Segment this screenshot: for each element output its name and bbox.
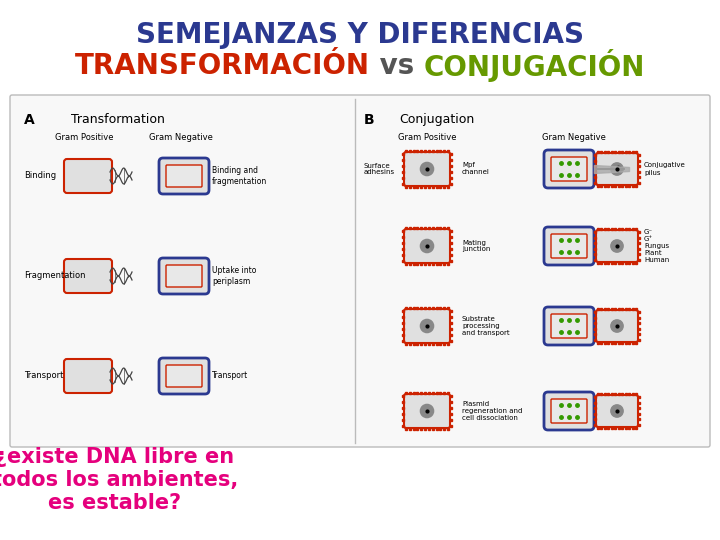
Text: Conjugative
pilus: Conjugative pilus	[644, 163, 685, 176]
FancyBboxPatch shape	[166, 265, 202, 287]
Text: Transport: Transport	[24, 372, 63, 381]
FancyBboxPatch shape	[166, 365, 202, 387]
Text: Gram Positive: Gram Positive	[397, 133, 456, 142]
Text: Binding: Binding	[24, 172, 56, 180]
Circle shape	[420, 163, 433, 176]
Text: Transport: Transport	[212, 372, 248, 381]
FancyBboxPatch shape	[596, 395, 638, 427]
FancyBboxPatch shape	[551, 399, 587, 423]
Text: Uptake into
periplasm: Uptake into periplasm	[212, 266, 256, 286]
Text: TRANSFORMACIÓN: TRANSFORMACIÓN	[75, 52, 370, 80]
FancyBboxPatch shape	[404, 309, 450, 343]
FancyBboxPatch shape	[551, 314, 587, 338]
Text: Surface
adhesins: Surface adhesins	[364, 163, 395, 176]
Circle shape	[611, 405, 623, 417]
Text: Mating
junction: Mating junction	[462, 240, 490, 253]
Circle shape	[420, 239, 433, 253]
Text: G⁻
G⁺
Fungus
Plant
Human: G⁻ G⁺ Fungus Plant Human	[644, 229, 670, 263]
Text: Substrate
processing
and transport: Substrate processing and transport	[462, 316, 510, 336]
Text: Plasmid
regeneration and
cell dissociation: Plasmid regeneration and cell dissociati…	[462, 401, 523, 421]
FancyBboxPatch shape	[596, 230, 638, 262]
Circle shape	[611, 240, 623, 252]
Text: Conjugation: Conjugation	[399, 113, 474, 126]
FancyBboxPatch shape	[166, 165, 202, 187]
FancyBboxPatch shape	[159, 158, 209, 194]
FancyBboxPatch shape	[159, 358, 209, 394]
Circle shape	[611, 163, 623, 175]
FancyBboxPatch shape	[544, 150, 594, 188]
Text: Fragmentation: Fragmentation	[24, 272, 86, 280]
Text: Gram Positive: Gram Positive	[55, 133, 113, 142]
FancyBboxPatch shape	[10, 95, 710, 447]
Text: Binding and
fragmentation: Binding and fragmentation	[212, 166, 267, 186]
FancyBboxPatch shape	[596, 153, 638, 185]
Text: Transformation: Transformation	[71, 113, 165, 126]
Text: Gram Negative: Gram Negative	[149, 133, 213, 142]
FancyBboxPatch shape	[544, 392, 594, 430]
FancyBboxPatch shape	[64, 359, 112, 393]
Text: Mpf
channel: Mpf channel	[462, 163, 490, 176]
FancyBboxPatch shape	[404, 152, 450, 186]
FancyBboxPatch shape	[544, 307, 594, 345]
Text: CONJUGACIÓN: CONJUGACIÓN	[424, 50, 645, 83]
Text: B: B	[364, 113, 374, 127]
FancyBboxPatch shape	[64, 159, 112, 193]
FancyBboxPatch shape	[551, 234, 587, 258]
FancyBboxPatch shape	[544, 227, 594, 265]
Circle shape	[420, 404, 433, 417]
Text: Gram Negative: Gram Negative	[542, 133, 606, 142]
Circle shape	[420, 319, 433, 333]
FancyBboxPatch shape	[551, 157, 587, 181]
FancyBboxPatch shape	[404, 229, 450, 263]
FancyBboxPatch shape	[159, 258, 209, 294]
FancyBboxPatch shape	[64, 259, 112, 293]
Text: vs: vs	[370, 52, 424, 80]
Text: ¿existe DNA libre en
todos los ambientes,
es estable?: ¿existe DNA libre en todos los ambientes…	[0, 447, 238, 513]
Text: A: A	[24, 113, 35, 127]
FancyBboxPatch shape	[404, 394, 450, 428]
FancyBboxPatch shape	[596, 310, 638, 342]
Circle shape	[611, 320, 623, 332]
Text: SEMEJANZAS Y DIFERENCIAS: SEMEJANZAS Y DIFERENCIAS	[136, 21, 584, 49]
